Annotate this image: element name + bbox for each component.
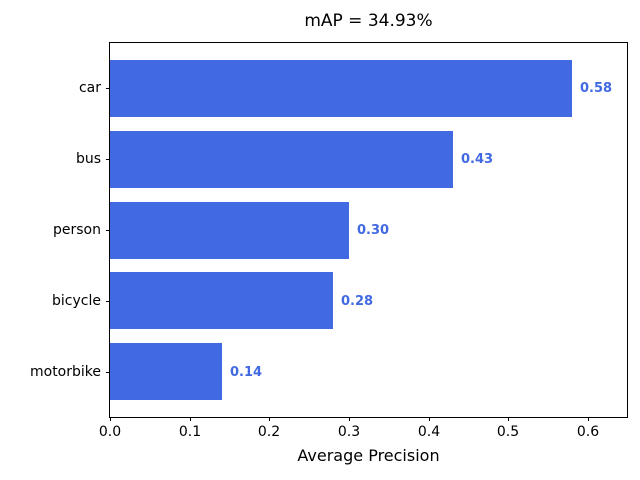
- y-tick-mark-motorbike: [106, 372, 110, 373]
- x-tick-label-0.2: 0.2: [257, 424, 281, 440]
- bar-value-label-motorbike: 0.14: [230, 365, 263, 380]
- x-tick-label-0.6: 0.6: [576, 424, 600, 440]
- x-tick-mark-0.5: [508, 417, 509, 421]
- y-tick-mark-person: [106, 230, 110, 231]
- y-tick-label-person: person: [53, 222, 101, 238]
- y-tick-mark-bicycle: [106, 301, 110, 302]
- bar-person: [110, 202, 349, 259]
- x-tick-label-0.5: 0.5: [496, 424, 520, 440]
- x-tick-label-0.1: 0.1: [178, 424, 202, 440]
- bar-bicycle: [110, 272, 333, 329]
- bar-value-label-bicycle: 0.28: [341, 294, 374, 309]
- x-tick-label-0.4: 0.4: [417, 424, 441, 440]
- x-tick-label-0.0: 0.0: [98, 424, 122, 440]
- chart-title: mAP = 34.93%: [304, 11, 433, 31]
- x-tick-mark-0.0: [110, 417, 111, 421]
- bar-bus: [110, 131, 453, 188]
- y-tick-label-motorbike: motorbike: [29, 364, 101, 380]
- y-tick-label-bus: bus: [75, 151, 101, 167]
- y-tick-label-bicycle: bicycle: [52, 293, 101, 309]
- bar-motorbike: [110, 343, 222, 400]
- bar-car: [110, 60, 572, 117]
- x-tick-mark-0.2: [269, 417, 270, 421]
- y-tick-mark-bus: [106, 159, 110, 160]
- y-tick-label-car: car: [78, 80, 101, 96]
- x-tick-label-0.3: 0.3: [337, 424, 361, 440]
- y-tick-mark-car: [106, 88, 110, 89]
- x-tick-mark-0.1: [190, 417, 191, 421]
- x-tick-mark-0.4: [429, 417, 430, 421]
- x-tick-mark-0.6: [588, 417, 589, 421]
- bar-value-label-bus: 0.43: [461, 152, 494, 167]
- bar-value-label-car: 0.58: [580, 81, 613, 96]
- bar-value-label-person: 0.30: [357, 223, 390, 238]
- plot-area: 0.58 car 0.43 bus 0.30 person 0.28 bicycle 0.14 m…: [30, 42, 628, 439]
- x-tick-mark-0.3: [349, 417, 350, 421]
- x-axis-label: Average Precision: [297, 446, 440, 465]
